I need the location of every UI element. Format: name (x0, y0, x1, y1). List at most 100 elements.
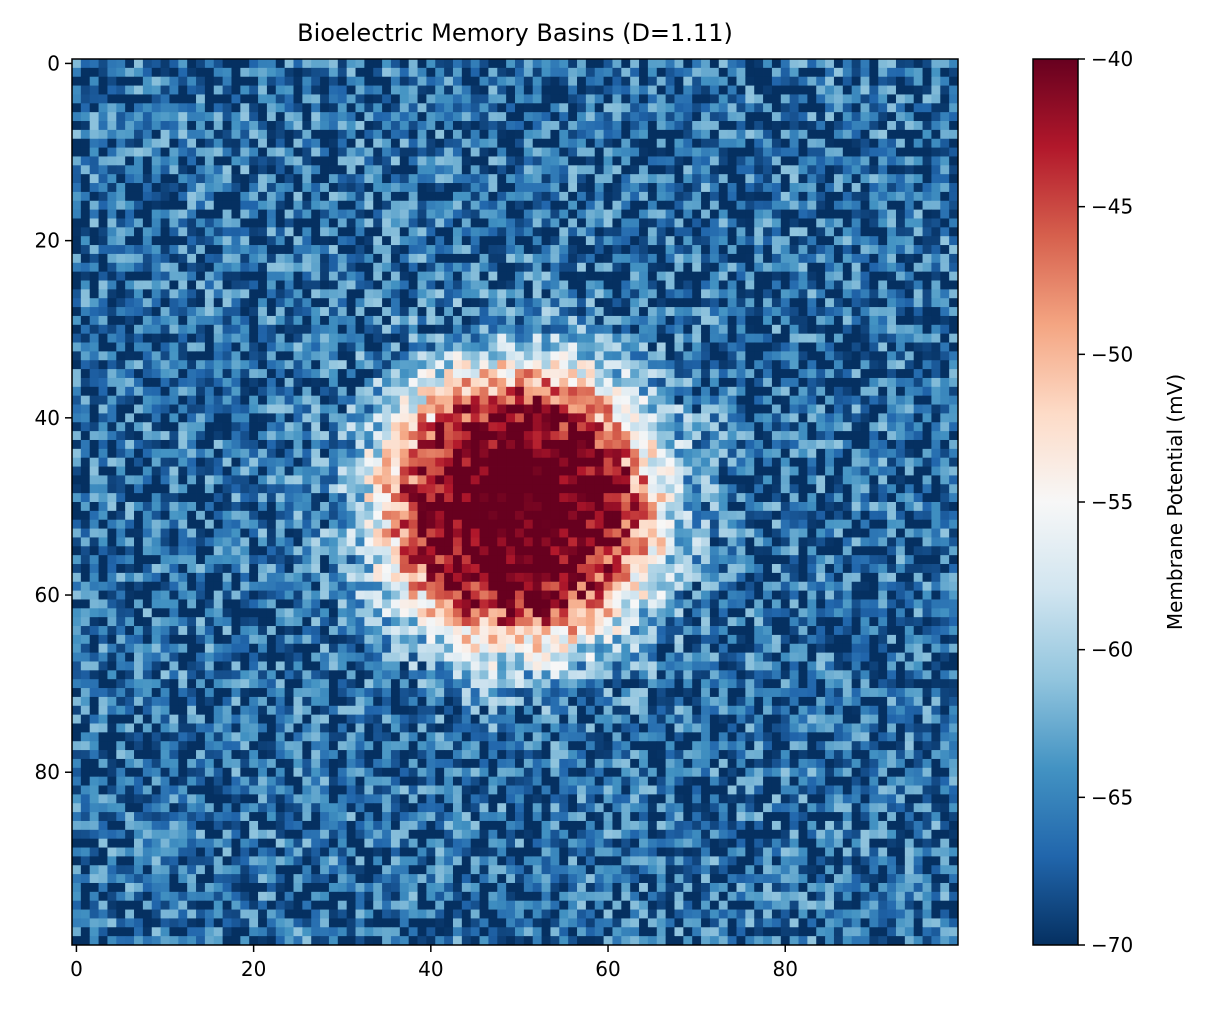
heatmap-cell (603, 156, 613, 166)
heatmap-cell (630, 103, 640, 113)
heatmap-cell (258, 448, 268, 459)
heatmap-cell (408, 315, 418, 326)
heatmap-cell (940, 413, 950, 423)
heatmap-cell (709, 138, 720, 148)
heatmap-cell (833, 129, 844, 140)
heatmap-cell (904, 103, 915, 113)
heatmap-cell (346, 112, 356, 122)
heatmap-cell (568, 333, 578, 343)
heatmap-cell (851, 94, 861, 104)
heatmap-cell (577, 413, 587, 423)
heatmap-cell (771, 351, 782, 361)
heatmap-cell (204, 218, 215, 228)
heatmap-cell (89, 138, 99, 148)
heatmap-cell (293, 200, 303, 211)
heatmap-cell (240, 121, 250, 131)
heatmap-cell (479, 395, 489, 405)
heatmap-cell (763, 200, 773, 211)
heatmap-cell (204, 156, 215, 166)
heatmap-cell (373, 324, 383, 335)
heatmap-cell (240, 209, 250, 219)
heatmap-cell (887, 413, 897, 423)
heatmap-cell (674, 448, 684, 459)
heatmap-cell (178, 289, 188, 299)
heatmap-cell (98, 112, 108, 122)
heatmap-cell (80, 271, 91, 281)
heatmap-cell (222, 262, 232, 273)
heatmap-cell (869, 351, 879, 361)
heatmap-cell (444, 227, 454, 237)
heatmap-cell (266, 307, 277, 317)
heatmap-cell (275, 457, 286, 467)
heatmap-cell (284, 191, 294, 202)
heatmap-cell (355, 289, 365, 299)
heatmap-cell (240, 448, 250, 459)
heatmap-cell (780, 147, 791, 157)
heatmap-cell (240, 386, 250, 397)
heatmap-cell (373, 457, 383, 467)
heatmap-cell (399, 227, 410, 237)
heatmap-cell (222, 174, 232, 184)
heatmap-cell (665, 138, 675, 148)
heatmap-cell (559, 156, 569, 166)
heatmap-cell (187, 262, 197, 273)
heatmap-cell (833, 466, 844, 476)
heatmap-cell (364, 174, 374, 184)
heatmap-cell (196, 386, 206, 397)
heatmap-cell (364, 484, 374, 494)
heatmap-cell (692, 236, 702, 246)
heatmap-cell (98, 484, 108, 494)
heatmap-cell (160, 121, 170, 131)
heatmap-cell (266, 360, 277, 370)
heatmap-cell (727, 76, 737, 86)
heatmap-cell (506, 262, 516, 273)
heatmap-cell (780, 165, 791, 175)
heatmap-cell (709, 129, 720, 140)
heatmap-cell (399, 448, 410, 459)
heatmap-cell (479, 174, 489, 184)
heatmap-cell (444, 351, 454, 361)
heatmap-cell (373, 174, 383, 184)
heatmap-cell (178, 333, 188, 343)
heatmap-cell (98, 245, 108, 255)
heatmap-cell (196, 395, 206, 405)
heatmap-cell (337, 484, 348, 494)
heatmap-cell (940, 369, 950, 379)
heatmap-cell (665, 324, 675, 335)
heatmap-cell (789, 351, 799, 361)
heatmap-cell (763, 298, 773, 308)
heatmap-cell (869, 307, 879, 317)
heatmap-cell (266, 94, 277, 104)
heatmap-cell (382, 466, 392, 476)
heatmap-cell (621, 209, 631, 219)
heatmap-cell (763, 147, 773, 157)
heatmap-cell (479, 200, 489, 211)
heatmap-cell (878, 298, 888, 308)
heatmap-cell (568, 147, 578, 157)
heatmap-cell (577, 271, 587, 281)
heatmap-cell (825, 112, 835, 122)
heatmap-cell (523, 236, 534, 246)
heatmap-cell (275, 431, 286, 441)
heatmap-cell (89, 85, 99, 95)
heatmap-cell (142, 165, 153, 175)
heatmap-cell (904, 218, 915, 228)
heatmap-cell (754, 253, 764, 264)
heatmap-cell (107, 236, 117, 246)
heatmap-cell (647, 76, 658, 86)
heatmap-cell (435, 307, 445, 317)
heatmap-cell (452, 298, 463, 308)
heatmap-cell (541, 165, 551, 175)
heatmap-cell (134, 67, 144, 78)
heatmap-cell (134, 324, 144, 335)
heatmap-cell (488, 475, 498, 485)
heatmap-cell (435, 262, 445, 273)
heatmap-cell (771, 493, 782, 503)
heatmap-cell (275, 94, 286, 104)
heatmap-cell (718, 94, 729, 104)
heatmap-cell (426, 227, 436, 237)
heatmap-cell (80, 76, 91, 86)
heatmap-cell (107, 112, 117, 122)
heatmap-cell (426, 245, 436, 255)
heatmap-cell (745, 67, 755, 78)
